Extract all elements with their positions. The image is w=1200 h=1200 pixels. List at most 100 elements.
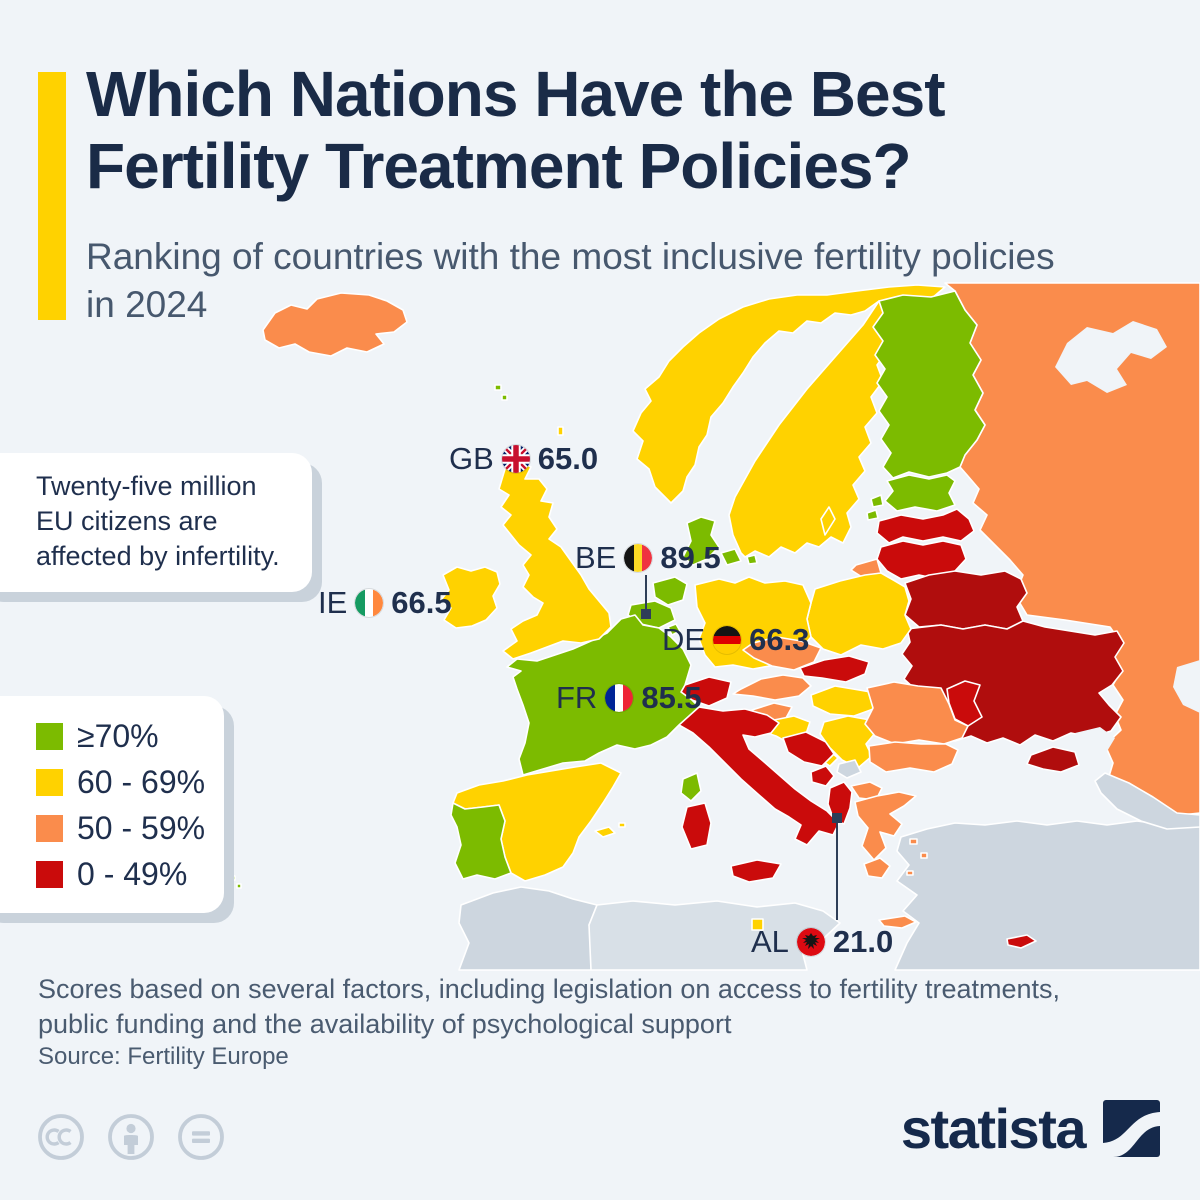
- islands-faroe: [501, 394, 508, 401]
- country-north-macedonia: [850, 781, 883, 801]
- footnote: Scores based on several factors, includi…: [38, 972, 1118, 1042]
- legend-label: ≥70%: [77, 718, 159, 754]
- white-sea: [1055, 321, 1167, 393]
- region-caucasus: [1094, 772, 1200, 830]
- albania-flag-icon: [796, 928, 825, 956]
- island-cyprus: [1006, 934, 1037, 949]
- footnote-line-2: public funding and the availability of p…: [38, 1009, 732, 1039]
- country-belarus: [904, 570, 1028, 630]
- islands-denmark: [720, 548, 742, 566]
- region-peloponnese: [863, 857, 891, 879]
- country-france: [506, 614, 700, 776]
- al-marker: [832, 813, 842, 823]
- legend-swatch-orange: [36, 815, 63, 842]
- country-ireland: [440, 566, 501, 629]
- country-greece: [854, 791, 917, 861]
- country-score: 65.0: [537, 441, 599, 476]
- callout-line-3: affected by infertility.: [36, 541, 280, 571]
- island-sicily: [730, 859, 782, 883]
- aegean-islands: [909, 838, 918, 845]
- footnote-line-1: Scores based on several factors, includi…: [38, 974, 1061, 1004]
- statista-branding: statista: [901, 1100, 1160, 1157]
- statista-logo-icon: [1103, 1100, 1160, 1157]
- aegean-islands: [906, 870, 914, 876]
- islands-estonia: [870, 494, 884, 508]
- uk-flag-icon: [501, 445, 530, 473]
- islands-azores: [229, 875, 236, 881]
- country-code: FR: [556, 680, 598, 715]
- country-score: 85.5: [641, 680, 702, 715]
- islands-azores: [236, 883, 242, 889]
- country-morocco: [458, 886, 598, 971]
- cc-icon: [38, 1114, 84, 1160]
- statista-logo-text: statista: [900, 1097, 1087, 1160]
- subtitle-line-1: Ranking of countries with the most inclu…: [86, 236, 1055, 277]
- country-latvia: [876, 508, 975, 544]
- islands-estonia: [866, 509, 879, 521]
- map-label-al: AL 21.0: [751, 924, 893, 960]
- country-code: IE: [318, 585, 348, 620]
- map-label-de: DE 66.3: [662, 622, 809, 658]
- island-corsica: [680, 772, 702, 802]
- country-finland: [872, 290, 986, 479]
- country-romania: [864, 681, 969, 745]
- country-code: DE: [662, 622, 706, 657]
- country-netherlands: [652, 576, 688, 606]
- island-crete: [878, 915, 917, 929]
- sea-of-azov: [1075, 727, 1115, 753]
- country-score: 66.5: [391, 585, 452, 620]
- germany-flag-icon: [713, 626, 742, 654]
- country-code: BE: [575, 540, 617, 575]
- country-slovakia: [799, 655, 870, 683]
- be-marker: [641, 609, 651, 619]
- map-label-ie: IE 66.5: [318, 585, 452, 621]
- country-turkey: [894, 820, 1200, 971]
- country-estonia: [884, 474, 956, 512]
- country-luxembourg: [667, 623, 681, 636]
- country-iceland: [262, 292, 408, 357]
- callout-box: Twenty-five million EU citizens are affe…: [0, 453, 312, 592]
- country-bulgaria: [868, 741, 959, 773]
- country-score: 21.0: [832, 924, 894, 959]
- title-line-1: Which Nations Have the Best: [86, 58, 946, 130]
- country-poland: [806, 572, 912, 656]
- page-subtitle: Ranking of countries with the most inclu…: [86, 233, 1186, 329]
- island-sardinia: [681, 802, 712, 850]
- map-label-be: BE 89.5: [575, 540, 721, 576]
- callout-line-2: EU citizens are: [36, 506, 218, 536]
- ireland-flag-icon: [355, 589, 384, 617]
- country-bosnia: [782, 731, 835, 767]
- region-crimea: [1026, 746, 1080, 773]
- island-gotland: [820, 506, 836, 536]
- legend-item-ge70: ≥70%: [36, 718, 224, 754]
- islands-shetland: [557, 426, 564, 436]
- legend-swatch-red: [36, 861, 63, 888]
- map-label-gb: GB 65.0: [449, 441, 598, 477]
- source-text: Source: Fertility Europe: [38, 1043, 289, 1070]
- country-denmark: [682, 516, 720, 566]
- country-austria: [732, 674, 812, 701]
- legend-item-60-69: 60 - 69%: [36, 764, 224, 800]
- legend-swatch-green: [36, 723, 63, 750]
- legend-swatch-yellow: [36, 769, 63, 796]
- country-code: GB: [449, 441, 494, 476]
- legend-label: 0 - 49%: [77, 856, 188, 892]
- islands-faroe: [494, 384, 502, 391]
- legend-item-0-49: 0 - 49%: [36, 856, 224, 892]
- country-score: 89.5: [660, 540, 721, 575]
- cc-license-icons: [38, 1114, 224, 1160]
- aegean-islands: [920, 852, 928, 859]
- subtitle-line-2: in 2024: [86, 284, 208, 326]
- cc-nd-icon: [178, 1114, 224, 1160]
- country-score: 66.3: [749, 622, 810, 657]
- country-united-kingdom: [498, 460, 612, 660]
- callout-line-1: Twenty-five million: [36, 471, 257, 501]
- belgium-flag-icon: [624, 544, 653, 572]
- country-code: AL: [751, 924, 789, 959]
- region-kosovo: [836, 759, 862, 779]
- country-norway: [632, 284, 946, 504]
- country-algeria: [588, 900, 841, 971]
- legend-label: 50 - 59%: [77, 810, 206, 846]
- caspian-notch: [1173, 660, 1200, 713]
